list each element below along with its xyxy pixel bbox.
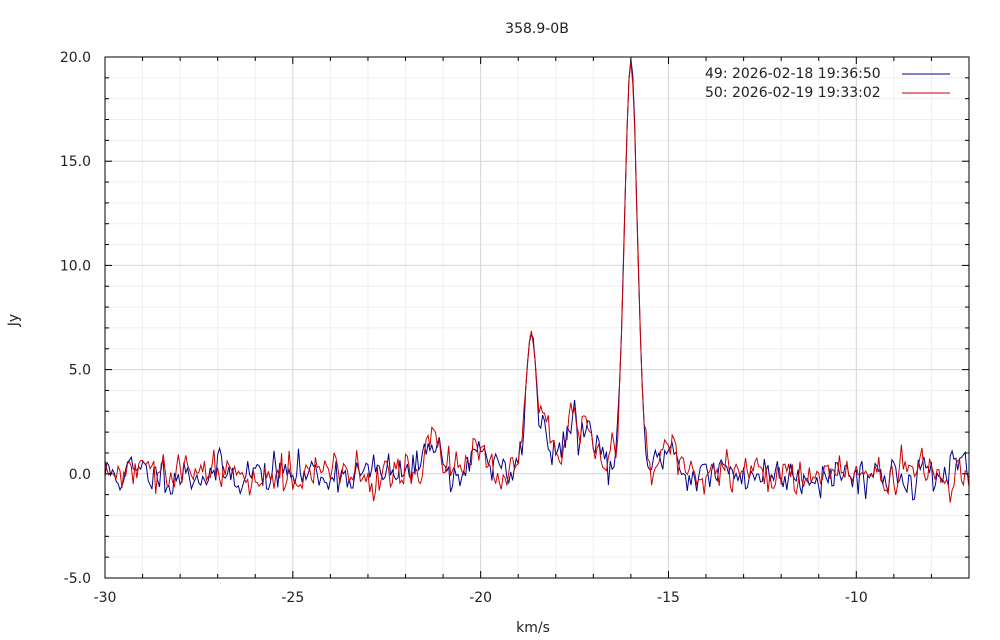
y-tick-label: 20.0 <box>60 50 91 66</box>
series-line-0 <box>104 59 970 501</box>
x-tick-label: -30 <box>94 590 117 606</box>
legend-entry-1-label: 50: 2026-02-19 19:33:02 <box>705 85 881 101</box>
x-tick-label: -25 <box>281 590 304 606</box>
x-tick-label: -15 <box>657 590 680 606</box>
chart-title: 358.9-0B <box>505 21 569 37</box>
x-tick-label: -20 <box>469 590 492 606</box>
y-tick-label: 5.0 <box>69 363 91 379</box>
legend-entry-0-label: 49: 2026-02-18 19:36:50 <box>705 66 881 82</box>
y-tick-label: -5.0 <box>64 571 91 587</box>
x-axis-title: km/s <box>516 620 550 636</box>
y-axis-title: Jy <box>6 314 22 327</box>
y-tick-label: 10.0 <box>60 258 91 274</box>
chart-legend: 49: 2026-02-18 19:36:50 50: 2026-02-19 1… <box>705 66 950 101</box>
y-tick-label: 0.0 <box>69 467 91 483</box>
y-tick-label: 15.0 <box>60 154 91 170</box>
plot-frame <box>104 56 970 579</box>
x-tick-label: -10 <box>845 590 868 606</box>
series-line-1 <box>104 62 970 503</box>
